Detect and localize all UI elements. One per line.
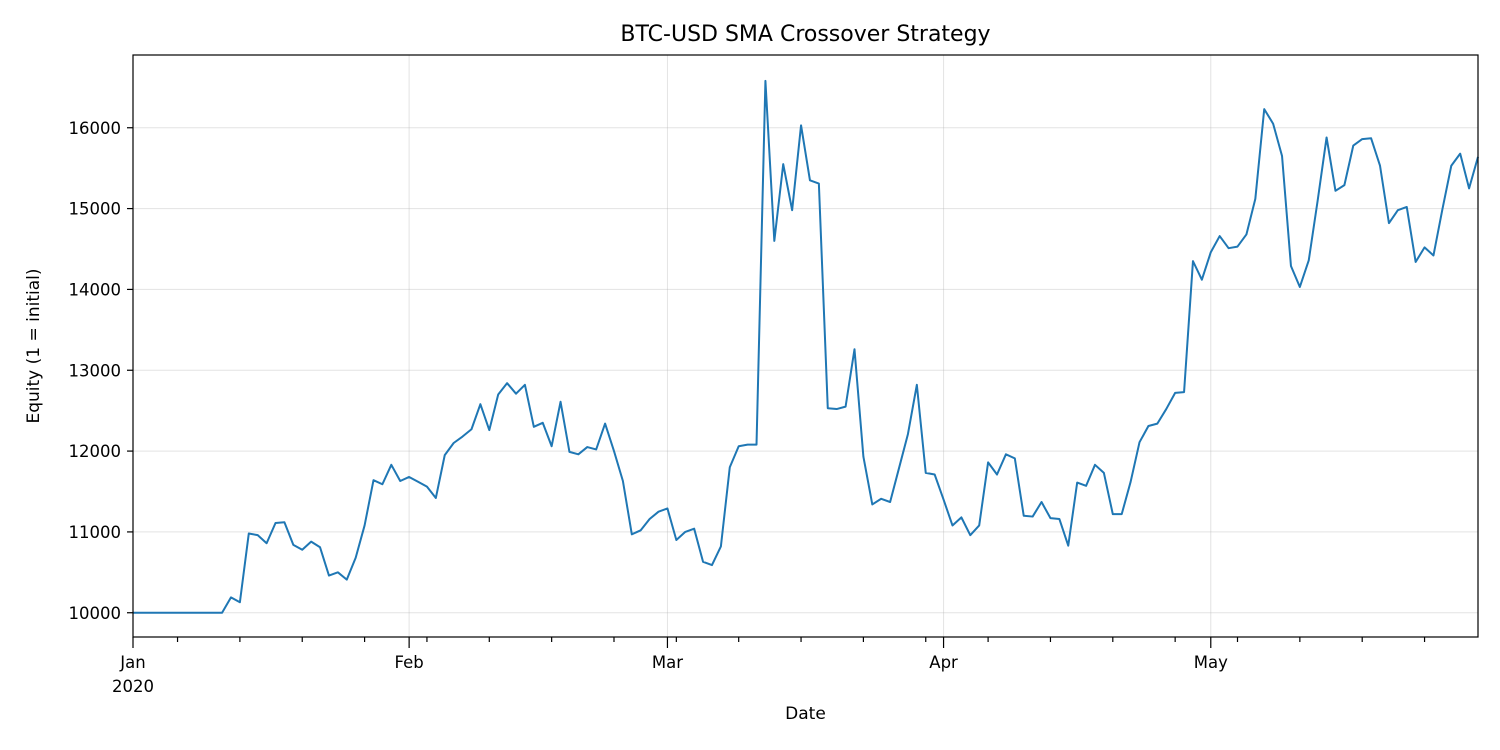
y-tick-label: 13000 — [69, 361, 122, 380]
x-axis-label: Date — [785, 704, 826, 724]
equity-series-line — [133, 79, 1479, 614]
x-tick-label: Mar — [652, 653, 683, 672]
plot-area-frame — [132, 54, 1479, 638]
x-tick-label: May — [1194, 653, 1228, 672]
y-tick-label: 16000 — [69, 119, 122, 138]
y-tick-label: 15000 — [69, 200, 122, 219]
chart-title: BTC-USD SMA Crossover Strategy — [620, 22, 990, 47]
y-tick-label: 14000 — [69, 280, 122, 299]
y-axis-label: Equity (1 = initial) — [24, 268, 44, 423]
y-tick-label: 11000 — [69, 523, 122, 542]
axis-ticks: 10000 11000 12000 13000 14000 15000 16000 Jan 20… — [69, 119, 1426, 696]
y-tick-label: 10000 — [69, 604, 122, 623]
x-tick-label: Jan — [119, 653, 145, 672]
x-tick-year-label: 2020 — [112, 677, 154, 696]
x-tick-label: Feb — [395, 653, 424, 672]
x-tick-label: Apr — [929, 653, 958, 672]
y-tick-label: 12000 — [69, 442, 122, 461]
